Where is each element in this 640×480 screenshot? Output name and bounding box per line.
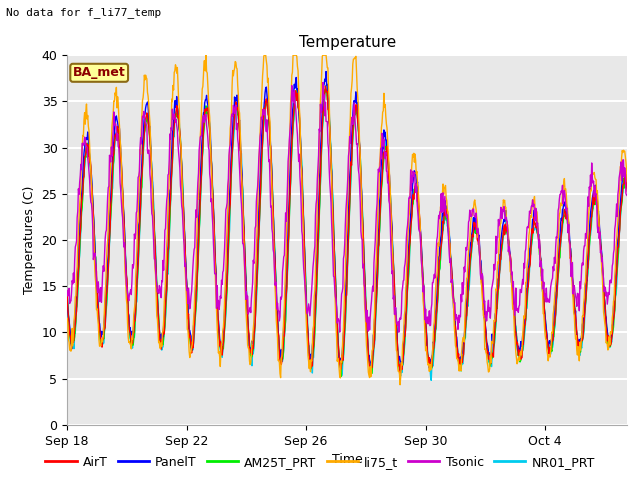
Y-axis label: Temperatures (C): Temperatures (C) bbox=[23, 186, 36, 294]
Title: Temperature: Temperature bbox=[299, 35, 396, 50]
Legend: AirT, PanelT, AM25T_PRT, li75_t, Tsonic, NR01_PRT: AirT, PanelT, AM25T_PRT, li75_t, Tsonic,… bbox=[40, 451, 600, 474]
Text: BA_met: BA_met bbox=[73, 66, 125, 79]
X-axis label: Time: Time bbox=[332, 453, 363, 466]
Text: No data for f_li77_temp: No data for f_li77_temp bbox=[6, 7, 162, 18]
